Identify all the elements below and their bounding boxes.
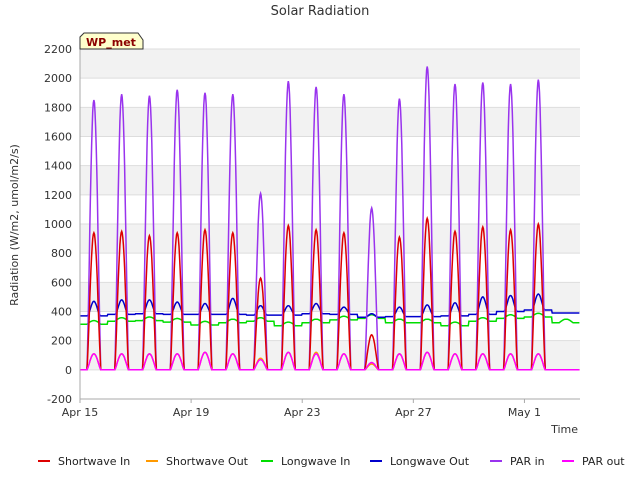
plot-band — [80, 340, 580, 370]
y-tick-label: 400 — [51, 306, 72, 319]
y-tick-label: 1000 — [44, 218, 72, 231]
plot-band — [80, 282, 580, 312]
y-tick-label: 1600 — [44, 131, 72, 144]
y-tick-label: 600 — [51, 276, 72, 289]
site-badge-box — [79, 32, 144, 50]
plot-band — [80, 224, 580, 254]
x-tick-label: Apr 23 — [284, 406, 321, 419]
y-tick-label: 2200 — [44, 43, 72, 56]
x-tick-label: Apr 19 — [173, 406, 210, 419]
chart-title: Solar Radiation — [271, 4, 370, 19]
series-line — [80, 312, 580, 327]
legend-label: Longwave Out — [390, 455, 470, 468]
site-badge: WP_met — [79, 32, 144, 50]
series-line — [80, 351, 580, 371]
legend-label: Shortwave In — [58, 455, 130, 468]
plot-band — [80, 107, 580, 137]
site-badge-label: WP_met — [86, 36, 136, 49]
series-line — [80, 293, 580, 319]
y-tick-label: 0 — [65, 364, 72, 377]
legend-label: Longwave In — [281, 455, 350, 468]
plot-band — [80, 165, 580, 195]
y-tick-label: 1800 — [44, 101, 72, 114]
legend: Shortwave In Shortwave Out Longwave In Long… — [38, 455, 625, 468]
legend-label: PAR in — [510, 455, 545, 468]
legend-label: PAR out — [582, 455, 625, 468]
x-tick-label: Apr 15 — [62, 406, 99, 419]
plot-band — [80, 49, 580, 79]
y-tick-label: 2000 — [44, 72, 72, 85]
y-tick-label: 800 — [51, 247, 72, 260]
y-tick-label: -200 — [47, 393, 72, 406]
x-tick-label: May 1 — [508, 406, 541, 419]
legend-label: Shortwave Out — [166, 455, 249, 468]
series-layer — [80, 66, 580, 371]
y-tick-label: 1200 — [44, 189, 72, 202]
x-tick-label: Apr 27 — [395, 406, 432, 419]
y-tick-label: 200 — [51, 335, 72, 348]
y-axis-label: Radiation (W/m2, umol/m2/s) — [8, 144, 21, 306]
x-axis-label: Time — [550, 423, 578, 436]
axes: -200 0 200 400 600 800 1000 1200 1400 1600 1800 200… — [44, 43, 580, 419]
y-tick-label: 1400 — [44, 160, 72, 173]
